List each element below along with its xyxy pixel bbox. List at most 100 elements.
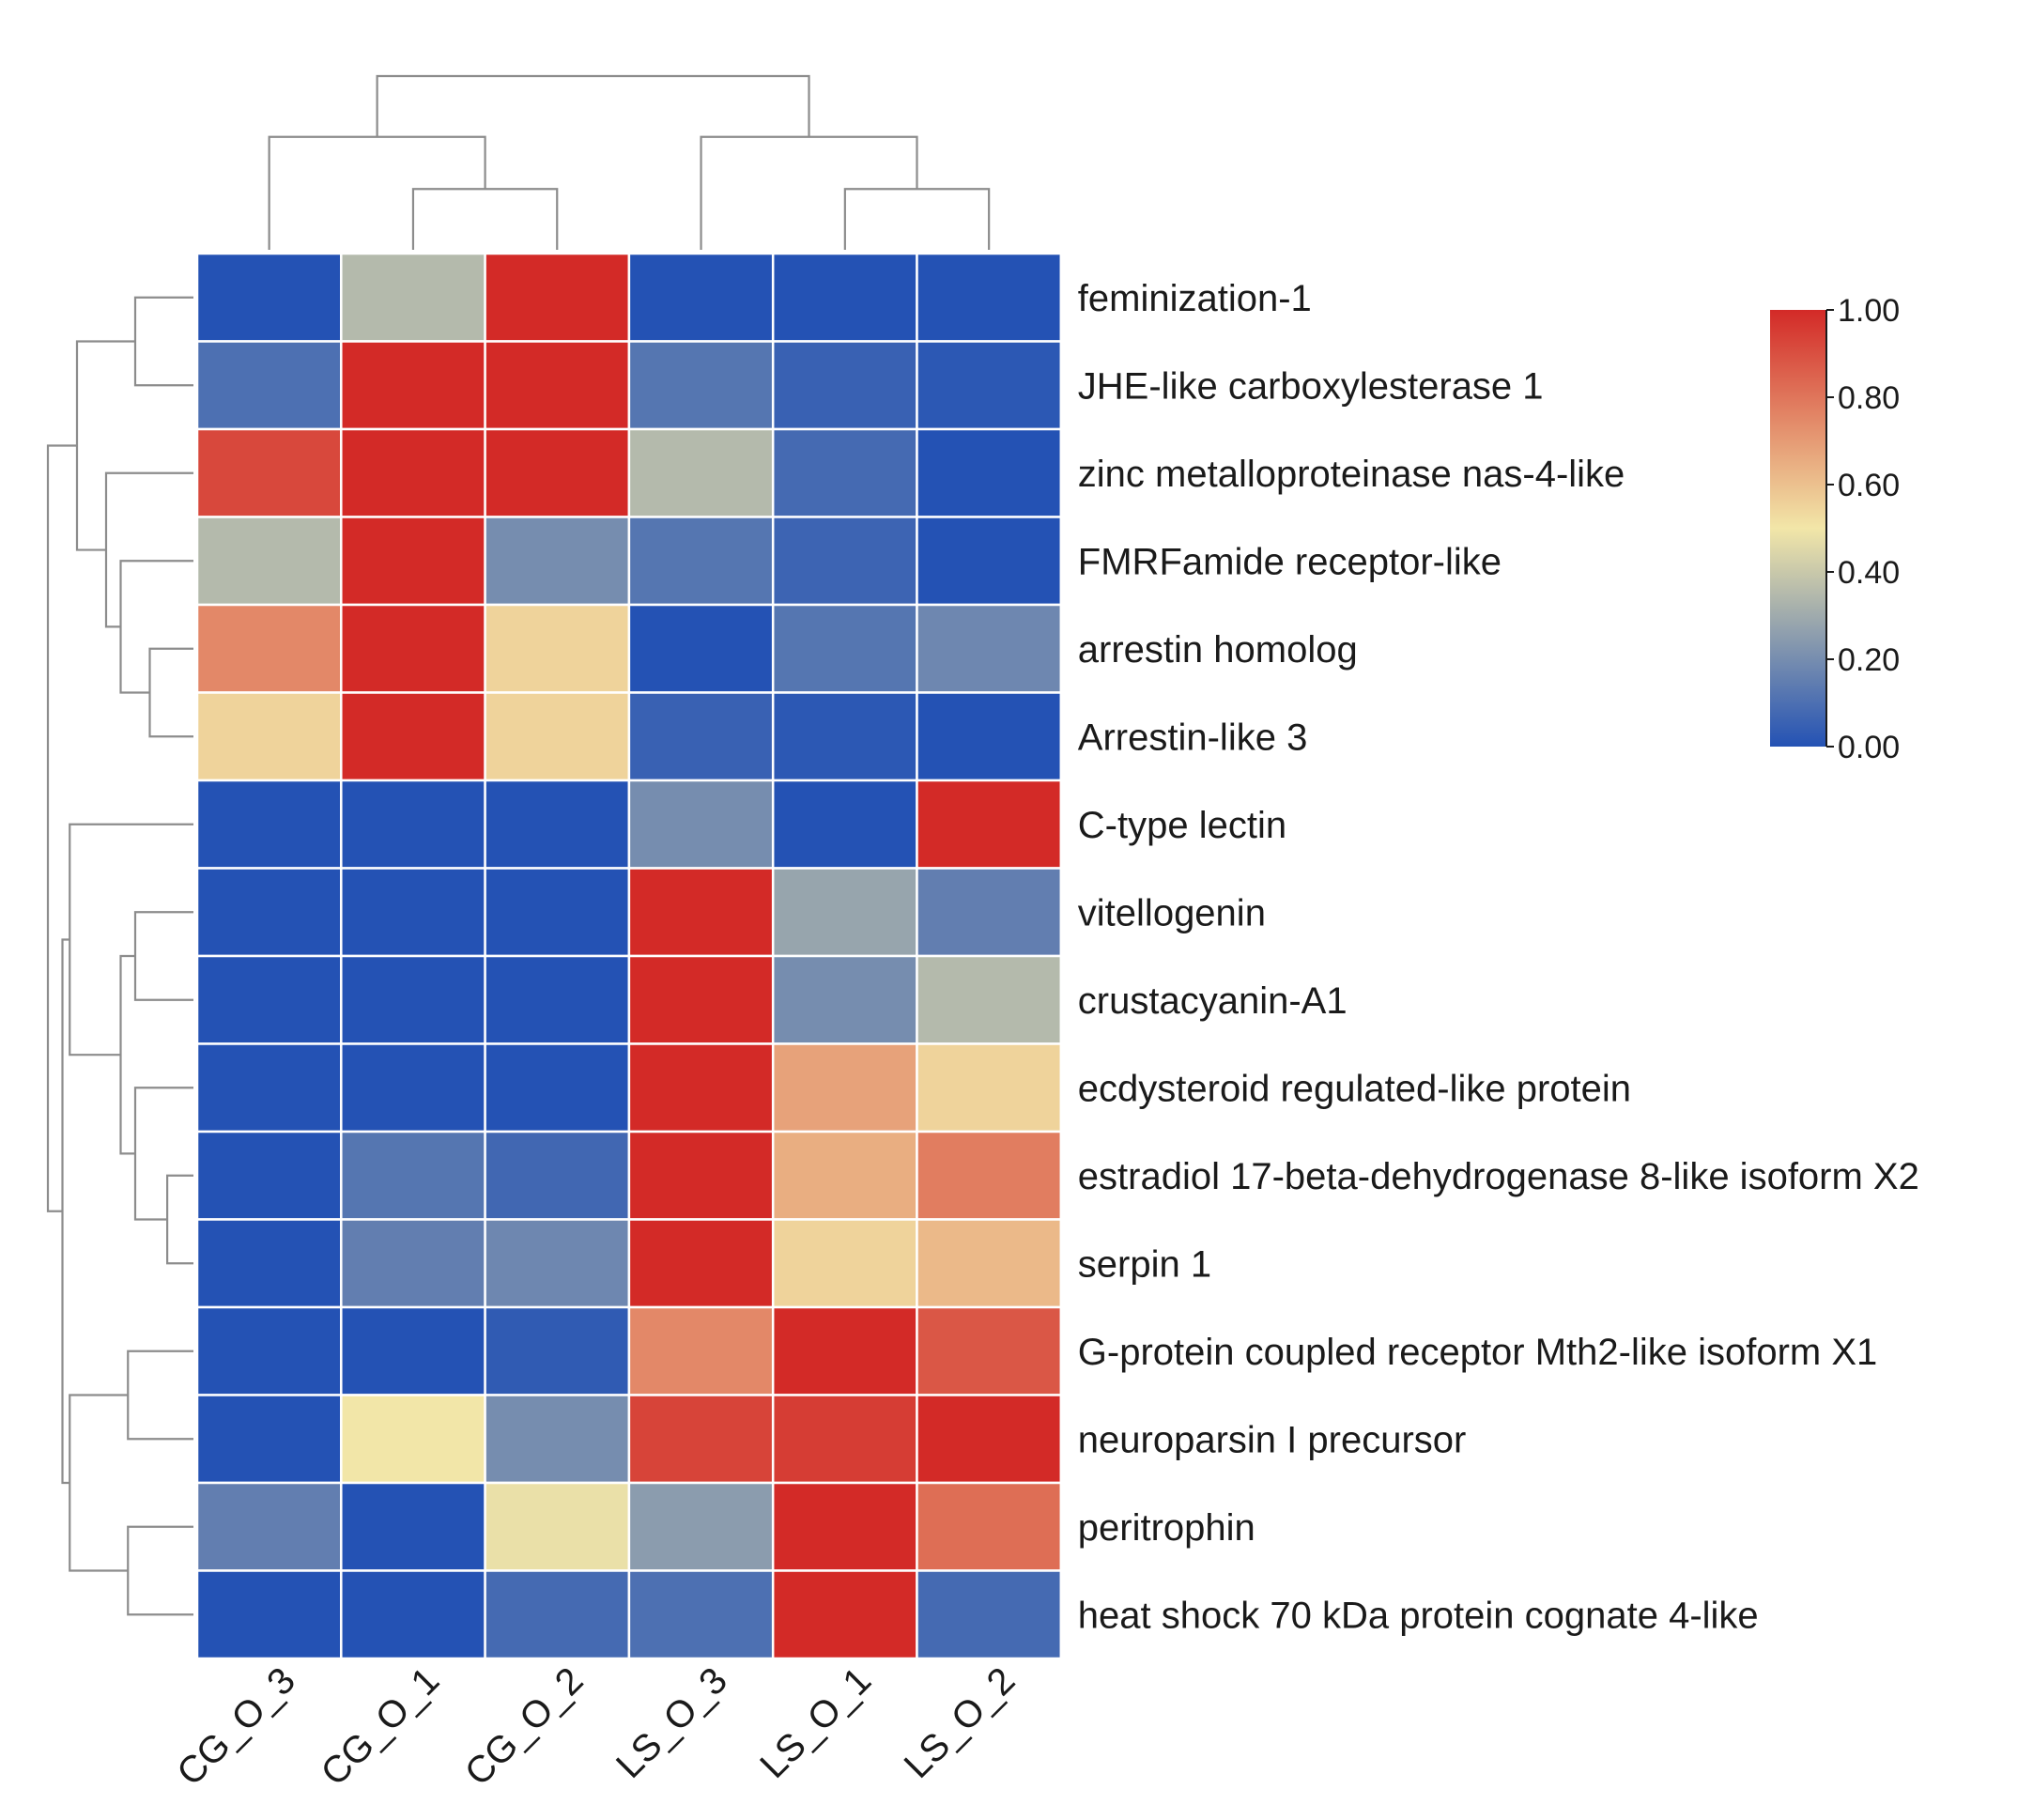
heatmap-cell: [484, 427, 631, 518]
heatmap-cell: [916, 427, 1063, 518]
dendrogram-link: [148, 647, 193, 738]
heatmap-cell: [916, 1218, 1063, 1309]
heatmap-cell: [195, 1481, 343, 1572]
heatmap-cell: [195, 1218, 343, 1309]
row-label: C-type lectin: [1078, 805, 1286, 846]
heatmap-cell: [771, 603, 918, 694]
dendrogram-link: [133, 296, 193, 387]
heatmap-cell: [627, 1218, 775, 1309]
heatmap-cell: [195, 779, 343, 870]
heatmap-cell: [916, 954, 1063, 1045]
heatmap-cell: [195, 603, 343, 694]
heatmap-cell: [484, 340, 631, 431]
dendrogram-link: [69, 823, 193, 1057]
colorbar-tick-label: 0.00: [1838, 730, 1900, 765]
heatmap-cell: [195, 691, 343, 782]
heatmap-cell: [340, 1130, 486, 1221]
heatmap-cell: [916, 516, 1063, 607]
heatmap-cell: [771, 779, 918, 870]
heatmap-cell: [627, 1394, 775, 1485]
heatmap-cell: [916, 340, 1063, 431]
dendrogram-link: [104, 471, 193, 628]
column-label: LS_O_2: [897, 1659, 1024, 1786]
heatmap-cell: [771, 516, 918, 607]
heatmap-cell: [771, 954, 918, 1045]
column-dendrogram: [268, 74, 991, 250]
heatmap-cell: [484, 1130, 631, 1221]
heatmap-cell: [484, 603, 631, 694]
heatmap-cell: [916, 691, 1063, 782]
dendrogram-link: [700, 135, 918, 250]
heatmap-cell: [484, 867, 631, 958]
heatmap-cell: [627, 867, 775, 958]
heatmap-cell: [340, 954, 486, 1045]
heatmap-cell: [340, 1569, 486, 1660]
heatmap-cell: [484, 1305, 631, 1396]
dendrogram-link: [376, 74, 810, 137]
heatmap-cell: [340, 340, 486, 431]
colorbar-tick-label: 0.80: [1838, 380, 1900, 416]
heatmap-cell: [195, 252, 343, 343]
column-label: CG_O_1: [314, 1659, 448, 1794]
colorbar: 0.00 0.20 0.40 0.60 0.80 1.00: [1770, 293, 1900, 765]
heatmap-cell: [340, 603, 486, 694]
row-dendrogram: [46, 296, 193, 1616]
heatmap-cell: [916, 603, 1063, 694]
heatmap-cell: [484, 1481, 631, 1572]
heatmap-cell: [627, 427, 775, 518]
column-label: CG_O_2: [457, 1659, 592, 1794]
row-label: serpin 1: [1078, 1243, 1211, 1285]
heatmap-cell: [916, 779, 1063, 870]
heatmap-cell: [195, 1569, 343, 1660]
heatmap-cell: [195, 516, 343, 607]
colorbar-tick-label: 0.60: [1838, 468, 1900, 503]
heatmap-cell: [340, 252, 486, 343]
dendrogram-link: [61, 938, 70, 1485]
heatmap-cell: [916, 1042, 1063, 1134]
column-label: LS_O_3: [608, 1659, 735, 1786]
colorbar-tick-label: 0.40: [1838, 555, 1900, 591]
heatmap-cell: [484, 1042, 631, 1134]
heatmap-cell: [627, 1305, 775, 1396]
heatmap-cell: [627, 1481, 775, 1572]
heatmap-cells: [195, 252, 1063, 1660]
row-label: neuroparsin I precursor: [1078, 1419, 1467, 1460]
dendrogram-link: [133, 911, 193, 1001]
dendrogram-link: [127, 1525, 193, 1616]
dendrogram-link: [133, 1087, 193, 1221]
heatmap-cell: [627, 1042, 775, 1134]
row-label: peritrophin: [1078, 1507, 1255, 1549]
heatmap-cell: [771, 1130, 918, 1221]
heatmap-cell: [916, 867, 1063, 958]
heatmap-cell: [340, 779, 486, 870]
row-label: estradiol 17-beta-dehydrogenase 8-like i…: [1078, 1156, 1919, 1197]
heatmap-cell: [771, 340, 918, 431]
colorbar-gradient: [1770, 310, 1826, 747]
row-label: feminization-1: [1078, 278, 1312, 319]
heatmap-cell: [484, 1394, 631, 1485]
colorbar-tick-label: 0.20: [1838, 642, 1900, 678]
heatmap-cell: [771, 1481, 918, 1572]
row-label: FMRFamide receptor-like: [1078, 541, 1502, 582]
heatmap-cell: [195, 1305, 343, 1396]
dendrogram-link: [69, 1394, 129, 1572]
heatmap-cell: [916, 252, 1063, 343]
heatmap-cell: [340, 1305, 486, 1396]
heatmap-cell: [340, 1394, 486, 1485]
heatmap-cell: [340, 516, 486, 607]
heatmap-cell: [195, 1130, 343, 1221]
heatmap-cell: [916, 1130, 1063, 1221]
heatmap-cell: [771, 1569, 918, 1660]
heatmap-cell: [771, 252, 918, 343]
dendrogram-link: [46, 444, 77, 1212]
dendrogram-link: [119, 560, 193, 694]
dendrogram-link: [268, 135, 486, 250]
colorbar-ticks: 0.00 0.20 0.40 0.60 0.80 1.00: [1825, 293, 1900, 765]
row-label: arrestin homolog: [1078, 629, 1358, 671]
heatmap-cell: [627, 340, 775, 431]
heatmap-cell: [484, 954, 631, 1045]
heatmap-cell: [627, 954, 775, 1045]
dendrogram-link: [843, 188, 991, 250]
heatmap-cell: [771, 867, 918, 958]
heatmap-cell: [627, 252, 775, 343]
